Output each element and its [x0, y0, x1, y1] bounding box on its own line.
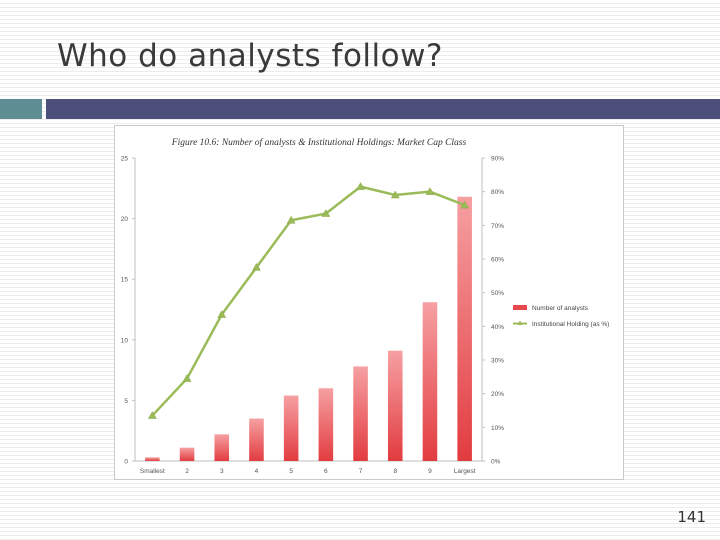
- y-right-tick-label: 10%: [491, 425, 504, 432]
- x-tick-label: Largest: [454, 468, 476, 475]
- bar: [422, 302, 438, 461]
- y-right-tick-label: 50%: [491, 290, 504, 297]
- line-point: [321, 209, 331, 217]
- line-point: [252, 262, 261, 271]
- legend-label-bars: Number of analysts: [532, 305, 589, 312]
- series-line-institutional-holding: [151, 185, 466, 417]
- y-right-tick-label: 70%: [491, 223, 504, 230]
- x-tick-label: Smallest: [140, 468, 165, 475]
- x-tick-label: 4: [255, 468, 259, 475]
- legend-swatch-bars: [513, 305, 527, 310]
- y-left-tick-label: 25: [121, 156, 129, 163]
- bar: [283, 395, 299, 461]
- line-point: [460, 200, 470, 209]
- x-tick-label: 3: [220, 468, 224, 475]
- y-left-tick-label: 5: [124, 398, 128, 405]
- slide-title: Who do analysts follow?: [57, 38, 443, 74]
- line-point: [356, 182, 365, 190]
- bar: [179, 447, 195, 461]
- line-point: [147, 411, 157, 419]
- x-tick-label: 5: [289, 468, 293, 475]
- chart-title: Figure 10.6: Number of analysts & Instit…: [171, 137, 467, 148]
- header-accent-navy: [46, 99, 720, 119]
- y-right-tick-label: 30%: [491, 358, 504, 365]
- line-point: [286, 215, 296, 224]
- bar: [318, 388, 334, 461]
- x-tick-label: 8: [393, 468, 397, 475]
- y-left-tick-label: 20: [121, 216, 129, 223]
- line-point: [390, 190, 400, 199]
- bar: [145, 457, 160, 461]
- bar: [249, 418, 264, 461]
- y-left-tick-label: 15: [121, 277, 129, 284]
- header-accent-teal: [0, 99, 42, 119]
- chart-container: Figure 10.6: Number of analysts & Instit…: [114, 125, 624, 480]
- y-right-tick-label: 40%: [491, 324, 504, 331]
- y-right-tick-label: 20%: [491, 391, 504, 398]
- page-number: 141: [677, 508, 706, 526]
- line-point: [425, 187, 435, 195]
- bar: [214, 434, 230, 461]
- y-right-tick-label: 90%: [491, 156, 504, 163]
- y-right-tick-label: 60%: [491, 257, 504, 264]
- y-right-tick-label: 0%: [491, 459, 501, 466]
- legend-label-line: Institutional Holding (as %): [532, 321, 609, 328]
- x-tick-label: 2: [185, 468, 189, 475]
- y-right-tick-label: 80%: [491, 189, 504, 196]
- bar: [457, 196, 472, 461]
- y-left-tick-label: 10: [121, 337, 129, 344]
- bar: [387, 350, 403, 461]
- line-point: [217, 310, 227, 318]
- line-point: [182, 374, 192, 382]
- combo-chart: Figure 10.6: Number of analysts & Instit…: [121, 137, 610, 475]
- x-tick-label: 6: [324, 468, 328, 475]
- legend-marker-line: [517, 320, 523, 325]
- x-tick-label: 7: [359, 468, 363, 475]
- bar: [353, 366, 368, 461]
- x-tick-label: 9: [428, 468, 432, 475]
- y-left-tick-label: 0: [124, 459, 128, 466]
